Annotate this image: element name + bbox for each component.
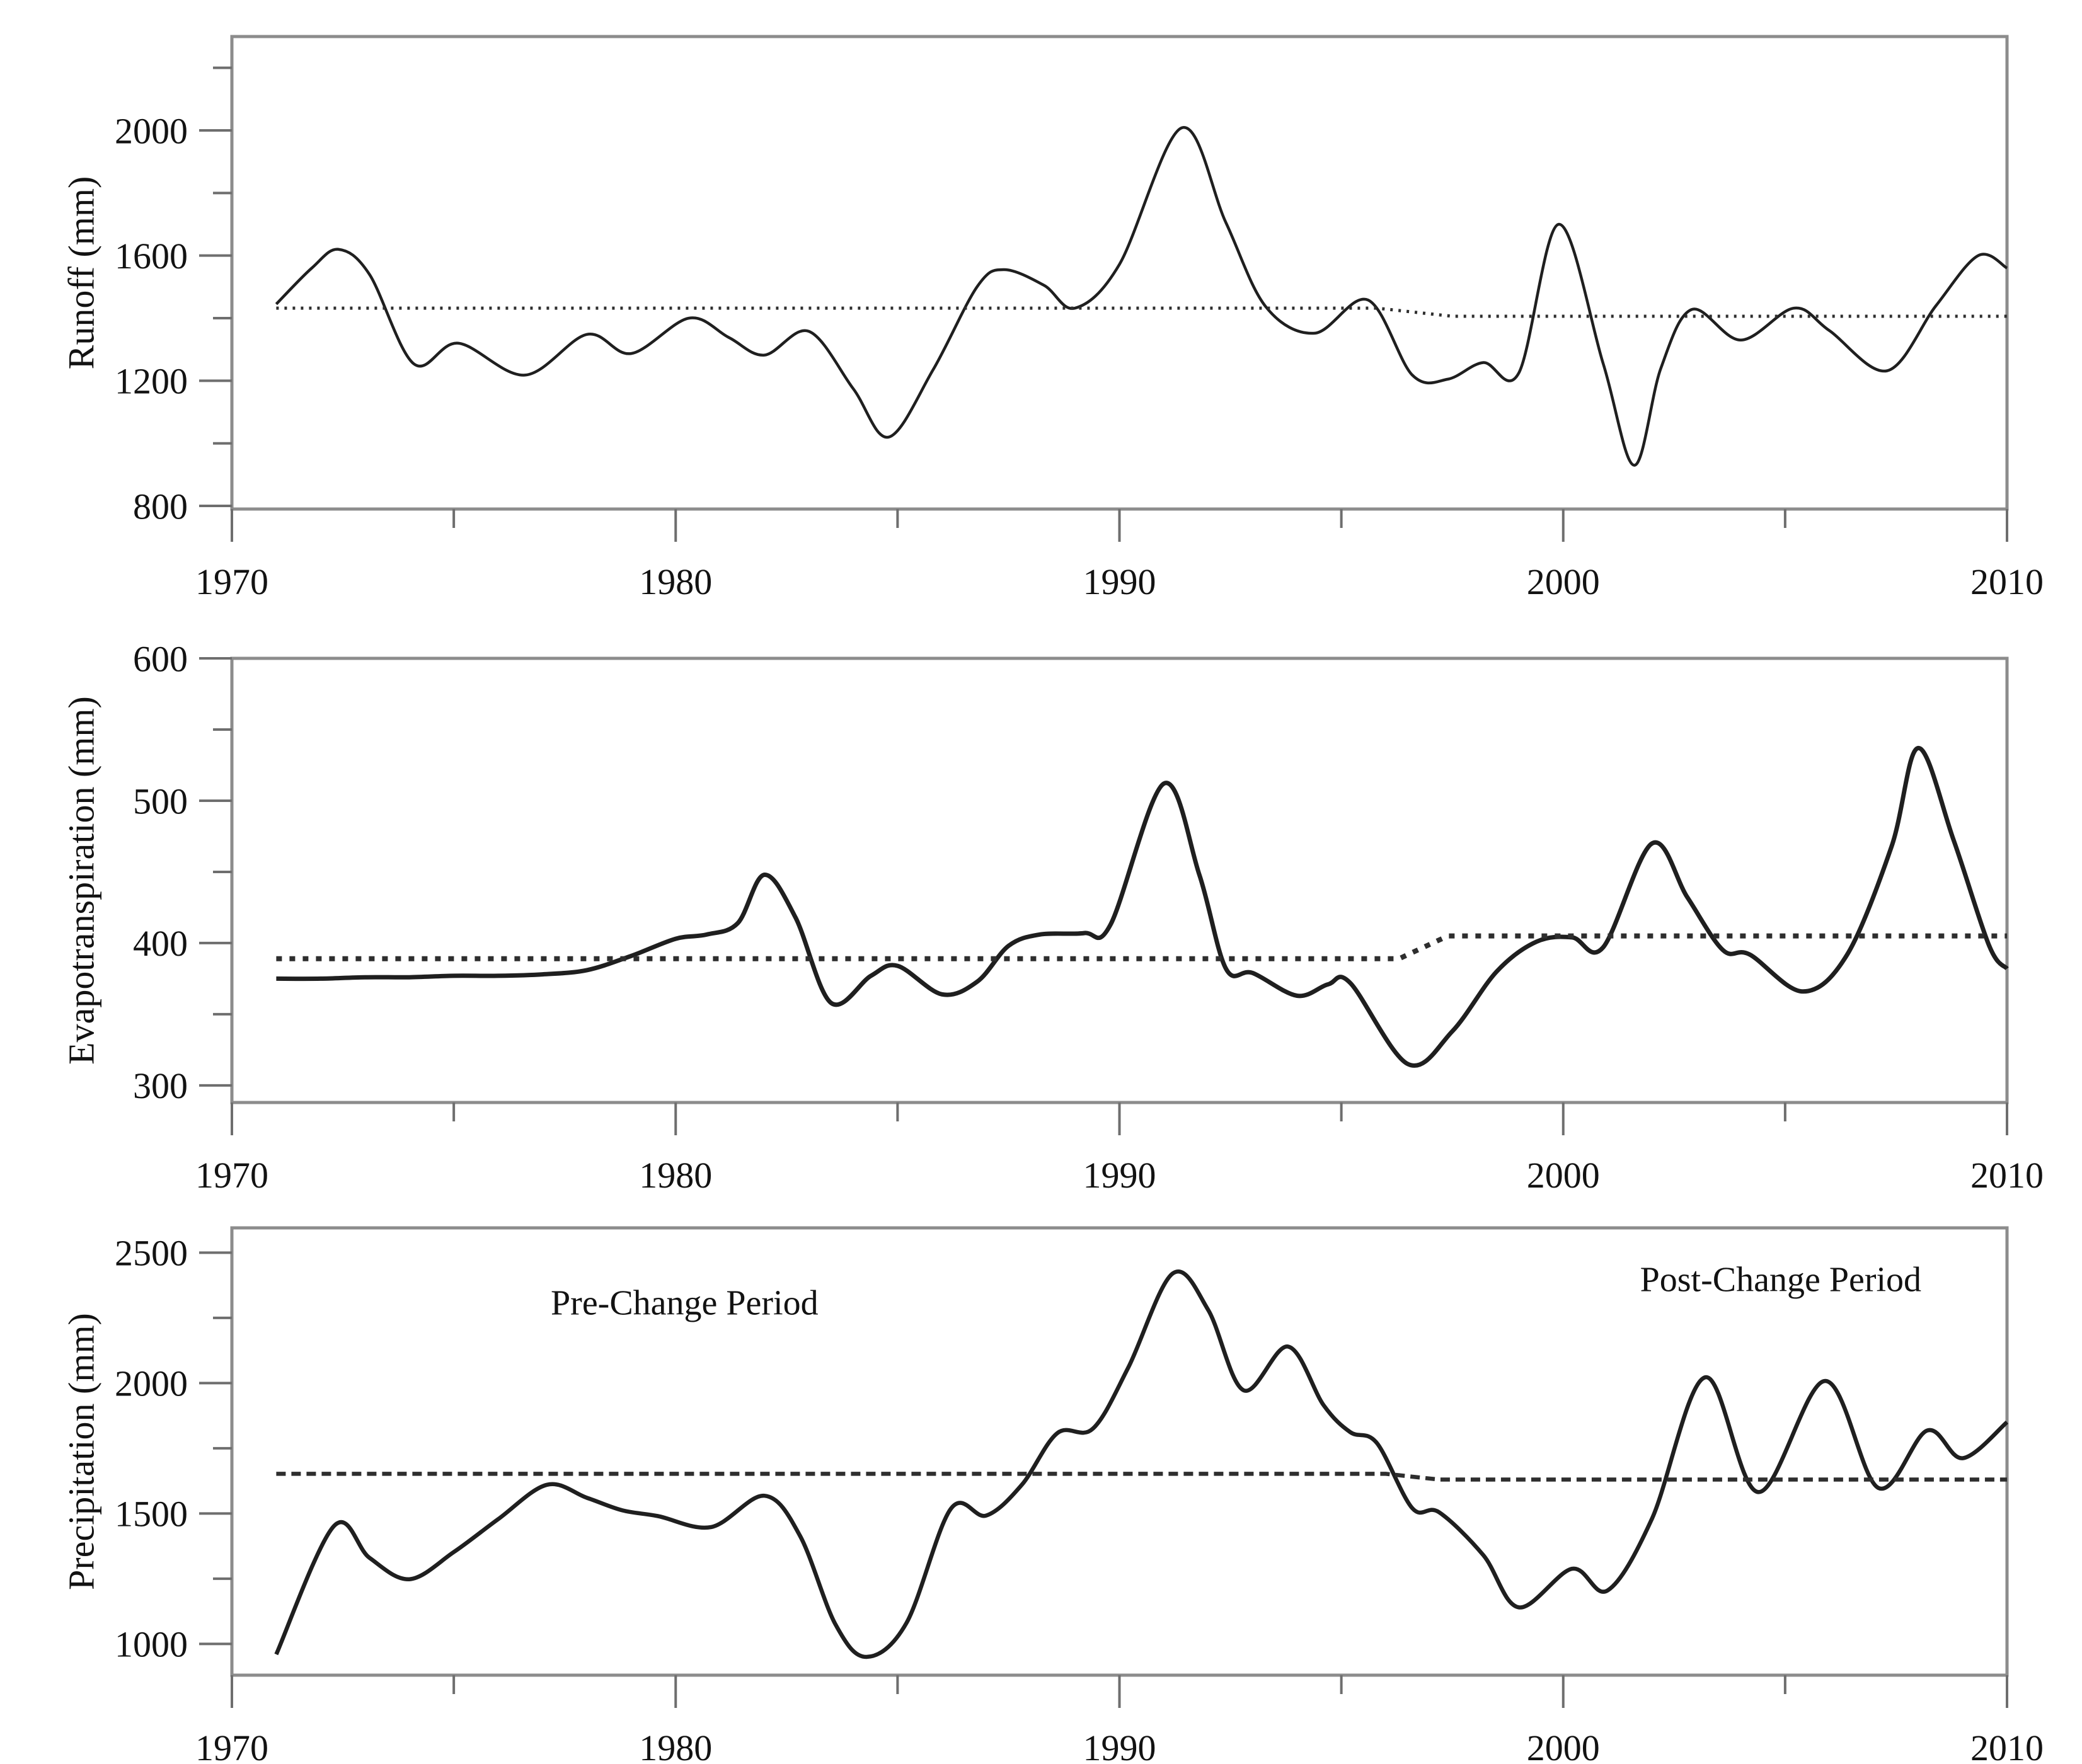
runoff-plot-box [230,35,2009,511]
runoff-chart: 800 1200 1600 2000 1970 1980 1990 2000 2010 Runof… [60,35,2044,602]
evapotranspiration-annual-evapotranspiration-line [276,745,2009,1068]
evapotranspiration-plot-box [230,656,2009,1104]
precipitation-annotation-post-change-period: Post-Change Period [1640,1260,1921,1299]
precipitation-x-tick-label: 1990 [1083,1727,1156,1764]
precipitation-y-axis-title: Precipitation (mm) [60,1313,101,1590]
runoff-x-tick-label: 2010 [1970,561,2044,602]
evapotranspiration-x-tick-label: 2010 [1970,1155,2044,1196]
precipitation-x-tick-label: 2000 [1527,1727,1600,1764]
precipitation-y-tick-label: 2000 [115,1363,188,1404]
runoff-x-tick-label: 1980 [639,561,712,602]
evapotranspiration-x-tick-label: 2000 [1527,1155,1600,1196]
runoff-runoff-period-mean-line [276,306,2007,318]
precipitation-y-tick-label: 2500 [115,1233,188,1274]
evapotranspiration-x-tick-label: 1970 [195,1155,268,1196]
precipitation-precipitation-period-mean-line [276,1472,2007,1482]
runoff-x-tick-label: 2000 [1527,561,1600,602]
evapotranspiration-x-tick-label: 1980 [639,1155,712,1196]
precipitation-annual-precipitation-line [274,1269,2009,1659]
evapotranspiration-y-axis-title: Evapotranspiration (mm) [60,696,101,1065]
precipitation-y-tick-label: 1000 [115,1624,188,1665]
runoff-y-tick-label: 1200 [115,361,188,402]
runoff-y-axis-title: Runoff (mm) [60,176,101,370]
runoff-x-tick-label: 1970 [195,561,268,602]
precipitation-x-tick-label: 1980 [639,1727,712,1764]
evapotranspiration-x-tick-label: 1990 [1083,1155,1156,1196]
evapotranspiration-y-tick-label: 600 [133,638,188,679]
precipitation-y-tick-label: 1500 [115,1494,188,1535]
runoff-annual-runoff-line [275,126,2008,467]
runoff-y-tick-label: 2000 [115,110,188,151]
evapotranspiration-chart: 300 400 500 600 1970 1980 1990 2000 2010 Evapotra… [60,638,2044,1196]
precipitation-chart: 1000 1500 2000 2500 1970 1980 1990 2000 2010 Prec… [60,1226,2044,1764]
runoff-y-tick-label: 800 [133,486,188,527]
evapotranspiration-y-tick-label: 400 [133,923,188,964]
evapotranspiration-y-tick-label: 500 [133,781,188,822]
precipitation-x-tick-label: 2010 [1970,1727,2044,1764]
precipitation-x-tick-label: 1970 [195,1727,268,1764]
evapotranspiration-y-tick-label: 300 [133,1065,188,1106]
runoff-y-tick-label: 1600 [115,236,188,277]
runoff-x-tick-label: 1990 [1083,561,1156,602]
evapotranspiration-evapotranspiration-period-mean-line [276,933,2007,961]
precipitation-annotation-pre-change-period: Pre-Change Period [551,1284,819,1323]
